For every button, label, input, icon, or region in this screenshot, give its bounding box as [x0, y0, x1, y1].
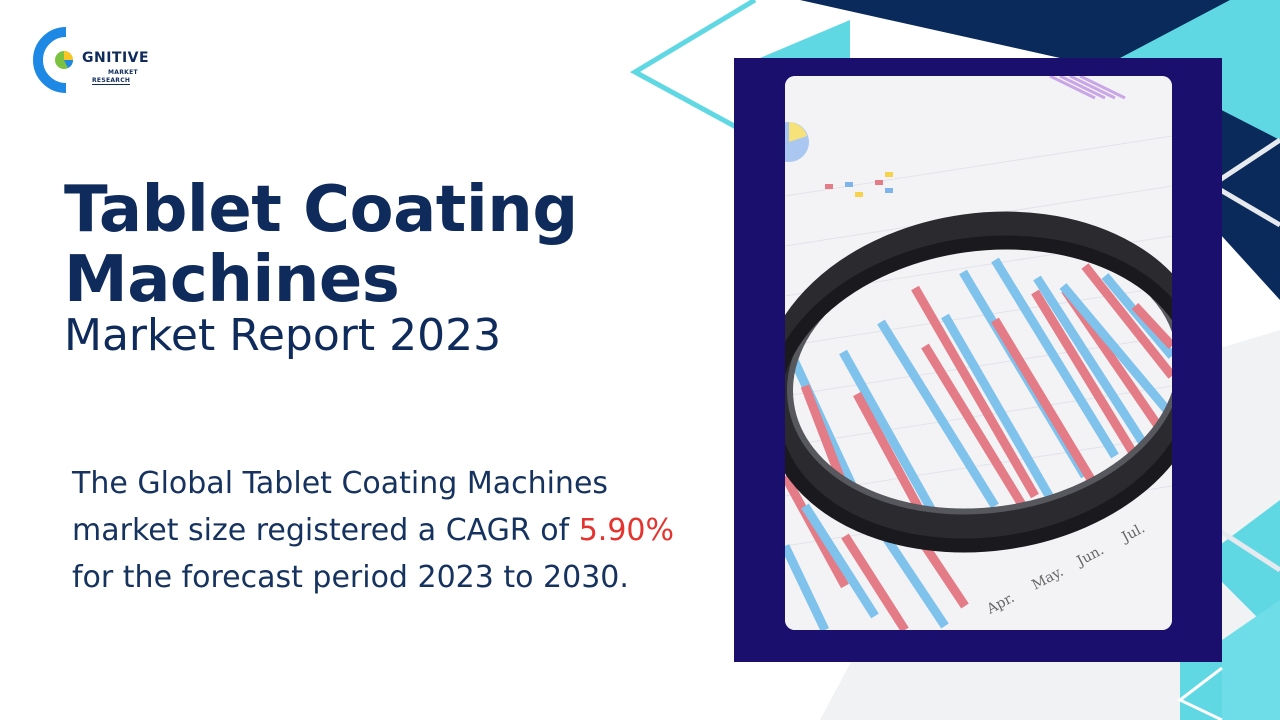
photo-chart-bars — [785, 257, 1172, 630]
logo-brand-line1: MARKET — [108, 69, 138, 76]
photo-top-stripes — [1049, 76, 1126, 100]
cyan-outline-triangle — [629, 0, 762, 143]
magnifier-chart-photo: Apr. May. Jun. Jul. — [785, 76, 1172, 630]
cyan-triangle-lower-right — [1200, 500, 1280, 640]
photo-illustration: Apr. May. Jun. Jul. — [785, 76, 1172, 630]
page-subtitle: Market Report 2023 — [64, 310, 502, 361]
cyan-triangle-bottom-right — [1222, 600, 1280, 720]
logo-brand-line2: RESEARCH — [92, 77, 131, 85]
photo-legend-squares — [825, 172, 893, 197]
description-part2: for the forecast period 2023 to 2030. — [72, 560, 629, 595]
company-logo — [33, 27, 73, 93]
market-description: The Global Tablet Coating Machines marke… — [72, 460, 692, 601]
page-title-line2: Machines — [64, 243, 400, 317]
description-part1: The Global Tablet Coating Machines marke… — [72, 466, 609, 548]
logo-c-arc — [33, 27, 67, 93]
logo-brand-main: GNITIVE — [82, 50, 150, 66]
page-title-line1: Tablet Coating — [64, 173, 578, 247]
cagr-highlight: 5.90% — [578, 513, 675, 548]
magnifier-ring — [785, 211, 1172, 541]
cyan-triangle-left — [760, 20, 850, 58]
white-outline-triangle-bottom — [1177, 666, 1223, 720]
